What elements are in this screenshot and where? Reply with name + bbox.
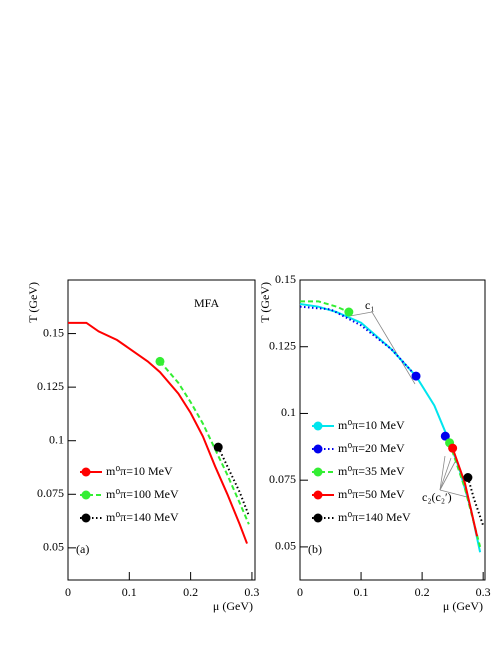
leader [371, 311, 416, 385]
legend-label: m⁰π=140 MeV [338, 510, 411, 524]
annotation: c₂(c₂′) [422, 490, 452, 504]
leader [439, 461, 456, 491]
legend-label: m⁰π=100 MeV [106, 487, 179, 501]
y-tick-label: 0.075 [269, 472, 296, 486]
legend-marker [81, 467, 91, 477]
y-tick-label: 0.05 [43, 540, 64, 554]
y-tick-label: 0.075 [37, 486, 64, 500]
x-tick-label: 0.2 [415, 585, 430, 599]
legend-label: m⁰π=35 MeV [338, 464, 405, 478]
y-tick-label: 0.125 [37, 379, 64, 393]
x-axis-label: μ (GeV) [213, 599, 253, 613]
leader [439, 455, 446, 491]
panel-label: (a) [76, 542, 89, 556]
legend-label: m⁰π=10 MeV [338, 418, 405, 432]
x-tick-label: 0.1 [122, 585, 137, 599]
critical-point [463, 473, 473, 483]
annotation: c₁ [365, 298, 375, 312]
plot-frame [299, 279, 486, 581]
y-tick-label: 0.1 [49, 432, 64, 446]
legend-label: m⁰π=10 MeV [106, 464, 173, 478]
y-tick-label: 0.15 [43, 325, 64, 339]
legend-marker [313, 490, 323, 500]
y-axis-label: T (GeV) [258, 282, 272, 323]
leader-lines [349, 311, 468, 498]
y-axis-label: T (GeV) [26, 282, 40, 323]
legend-label: m⁰π=20 MeV [338, 441, 405, 455]
legend-marker [313, 421, 323, 431]
legend-marker [81, 490, 91, 500]
leader [439, 489, 468, 498]
y-tick-label: 0.15 [275, 272, 296, 286]
x-tick-label: 0.3 [476, 585, 491, 599]
x-tick-label: 0.3 [244, 585, 259, 599]
x-tick-label: 0.2 [183, 585, 198, 599]
critical-point [155, 356, 165, 366]
legend-marker [313, 467, 323, 477]
curve [68, 321, 248, 544]
legend-marker [313, 444, 323, 454]
annotation: MFA [194, 296, 219, 310]
critical-point [440, 431, 450, 441]
y-tick-label: 0.1 [281, 405, 296, 419]
critical-point [213, 442, 223, 452]
critical-point [448, 443, 458, 453]
curve [299, 305, 417, 377]
x-tick-label: 0.1 [354, 585, 369, 599]
critical-point [344, 307, 354, 317]
x-axis-label: μ (GeV) [443, 599, 483, 613]
curve [466, 477, 485, 526]
plot-frame [67, 279, 256, 581]
leader [439, 457, 452, 491]
legend-label: m⁰π=140 MeV [106, 510, 179, 524]
panel-label: (b) [308, 542, 322, 556]
legend-marker [313, 513, 323, 523]
curve [159, 360, 250, 525]
y-tick-label: 0.125 [269, 338, 296, 352]
leader [349, 311, 373, 317]
critical-point [411, 371, 421, 381]
y-tick-label: 0.05 [275, 539, 296, 553]
legend-marker [81, 513, 91, 523]
x-tick-label: 0 [297, 585, 303, 599]
legend-label: m⁰π=50 MeV [338, 487, 405, 501]
x-tick-label: 0 [65, 585, 71, 599]
curve [451, 447, 479, 537]
